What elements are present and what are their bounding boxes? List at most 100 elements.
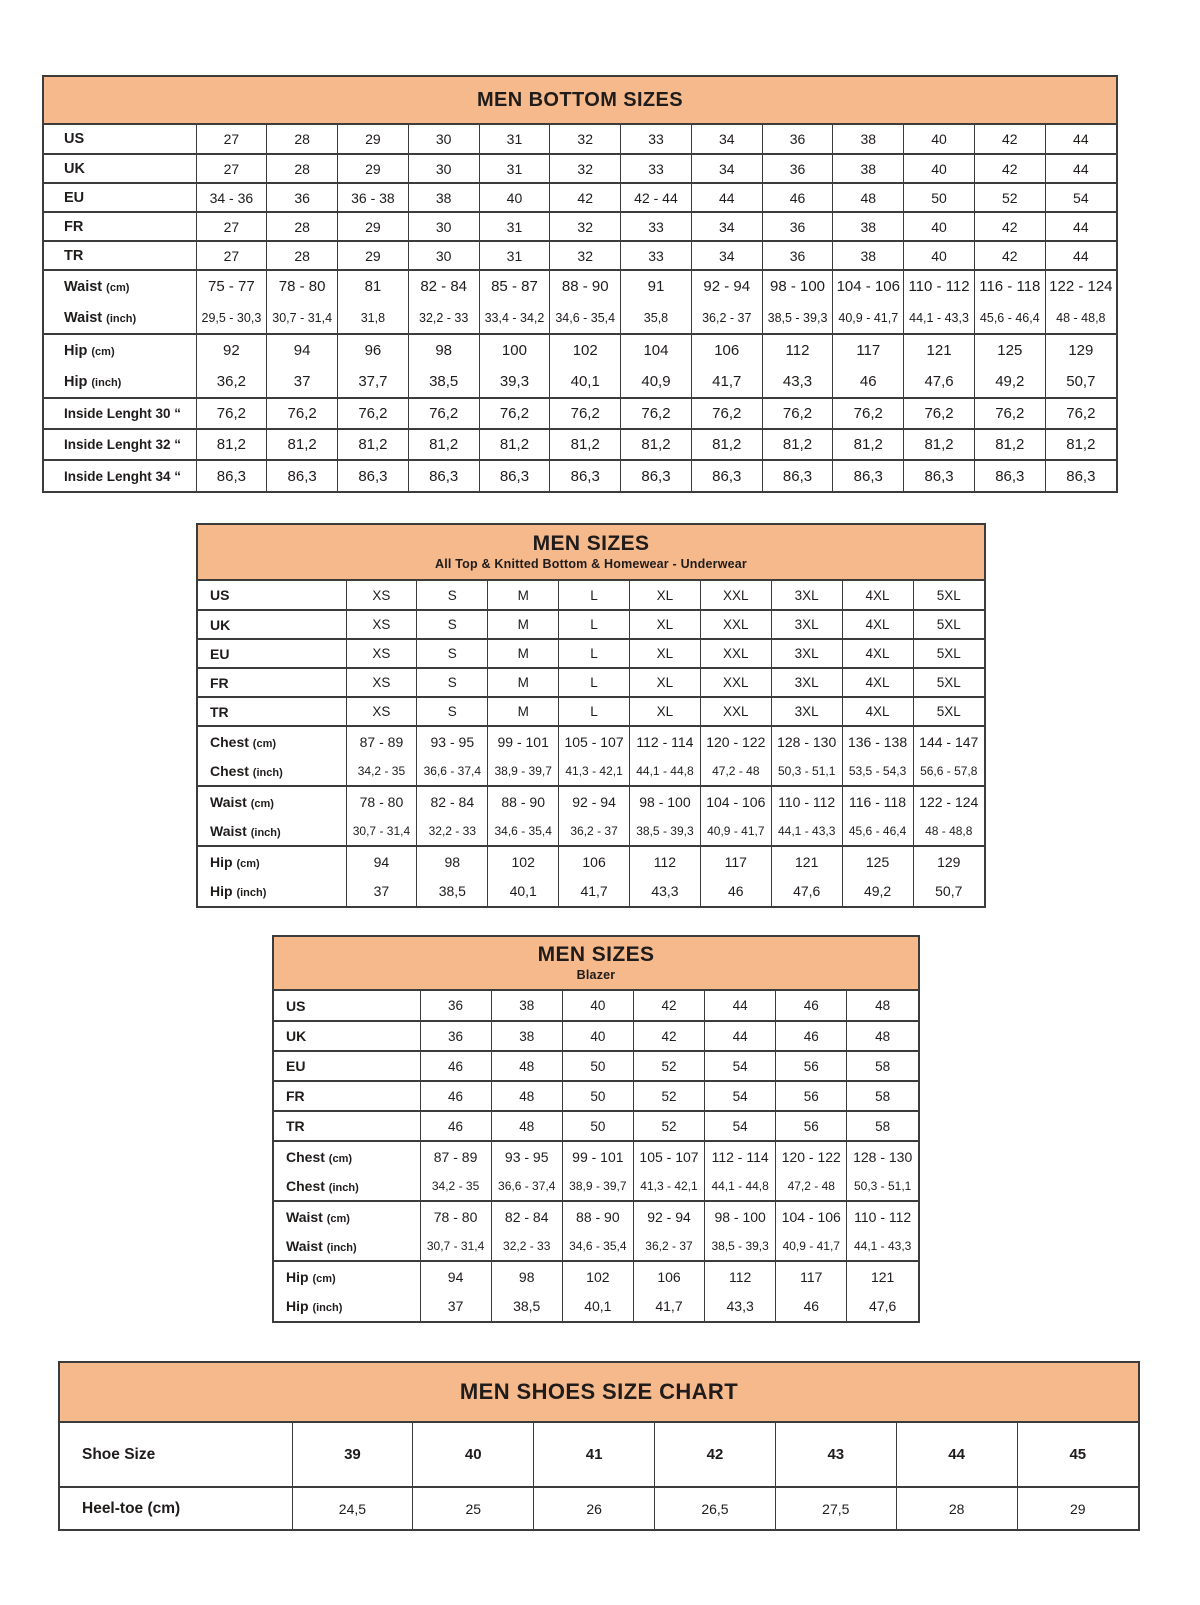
value-cell: 99 - 101 xyxy=(487,726,560,756)
value-cell: 33 xyxy=(620,154,692,184)
value-cell: 54 xyxy=(704,1081,777,1112)
value-cell: 81,2 xyxy=(974,429,1046,461)
value-cell: 41,3 - 42,1 xyxy=(558,756,630,787)
row-label: EU xyxy=(64,189,85,206)
table-subtitle: Blazer xyxy=(576,968,616,982)
row-label-cell: Waist (inch) xyxy=(44,302,197,335)
row-label-cell: Waist (inch) xyxy=(274,1231,421,1262)
value-cell: 50 xyxy=(562,1051,634,1082)
value-cell: 98 - 100 xyxy=(762,270,834,302)
value-cell: 121 xyxy=(870,1268,895,1285)
value-cell: 4XL xyxy=(842,610,914,640)
table-row: Chest (inch) 34,2 - 35 36,6 - 37,4 38,9 - 3… xyxy=(274,1171,918,1202)
value-cell: 94 xyxy=(346,846,418,876)
value-cell: 34,6 - 35,4 xyxy=(549,302,622,335)
value-cell: 76,2 xyxy=(974,398,1046,430)
value-cell: 81,2 xyxy=(903,429,975,461)
row-label: UK xyxy=(286,1028,307,1044)
table-row: Hip (inch) 37 38,5 40,1 41,7 43,3 46 47,6 xyxy=(274,1291,918,1321)
value-cell: 102 xyxy=(487,846,560,876)
value-cell: 45,6 - 46,4 xyxy=(974,302,1046,335)
value-cell: L xyxy=(558,581,630,611)
table-header-band: MEN SIZES All Top & Knitted Bottom & Home… xyxy=(198,525,984,581)
row-label: Waist xyxy=(64,309,103,326)
row-label-cell: FR xyxy=(274,1081,421,1112)
value-cell: 31,8 xyxy=(337,302,409,335)
row-label-cell: US xyxy=(44,125,197,155)
value-cell: 34,2 - 35 xyxy=(420,1171,492,1202)
table-row: Hip (inch) 37 38,5 40,1 41,7 43,3 46 47,6 49,2 50… xyxy=(198,876,984,906)
value-cell: 40,9 - 41,7 xyxy=(775,1231,848,1262)
value-cell: 31 xyxy=(479,241,551,271)
value-cell: 47,2 - 48 xyxy=(700,756,772,787)
value-cell: XS xyxy=(346,610,418,640)
value-cell: 42 xyxy=(974,241,1046,271)
table-row: TR 46 48 50 52 54 56 58 xyxy=(274,1111,918,1142)
value-cell: 38 xyxy=(832,212,905,242)
row-label-cell: Hip (cm) xyxy=(198,846,347,876)
unit-label: (cm) xyxy=(236,857,260,870)
table-title: MEN SIZES xyxy=(532,532,650,555)
table-row: EU XS S M L XL XXL 3XL 4XL 5XL xyxy=(198,639,984,669)
unit-label: (cm) xyxy=(328,1152,353,1165)
value-cell: 76,2 xyxy=(408,398,480,430)
table-row: EU 46 48 50 52 54 56 58 xyxy=(274,1051,918,1082)
value-cell: 31 xyxy=(479,154,551,184)
value-cell: 36 xyxy=(266,183,339,213)
value-cell: 120 - 122 xyxy=(700,726,772,756)
value-cell: 121 xyxy=(771,846,843,876)
value-cell: XXL xyxy=(700,668,772,698)
value-cell: 76,2 xyxy=(762,398,834,430)
row-label: Hip xyxy=(286,1298,309,1314)
value-cell: 4XL xyxy=(842,581,914,611)
row-label: US xyxy=(210,587,230,603)
value-cell: 41,7 xyxy=(691,366,763,399)
value-cell: XL xyxy=(629,668,701,698)
value-cell: 82 - 84 xyxy=(408,270,480,302)
value-cell: 87 - 89 xyxy=(346,726,418,756)
value-cell: 82 - 84 xyxy=(416,786,489,816)
value-cell: 42 xyxy=(974,154,1046,184)
value-cell: 81,2 xyxy=(691,429,763,461)
table-row: Waist (inch) 29,5 - 30,3 30,7 - 31,4 31,8 32… xyxy=(44,302,1116,335)
row-label: Waist xyxy=(210,793,247,810)
value-cell: 46 xyxy=(775,1021,848,1052)
value-cell: 40,1 xyxy=(562,1291,634,1321)
value-cell: 34,2 - 35 xyxy=(346,756,418,787)
value-cell: 33 xyxy=(620,125,692,155)
value-cell: XL xyxy=(629,697,701,727)
unit-label: (inch) xyxy=(250,826,281,839)
row-label-cell: TR xyxy=(274,1111,421,1142)
value-cell: 56 xyxy=(775,1111,848,1142)
value-cell: 76,2 xyxy=(1045,398,1116,430)
value-cell: M xyxy=(487,639,560,669)
value-cell: 86,3 xyxy=(832,460,905,491)
row-label-cell: UK xyxy=(274,1021,421,1052)
value-cell: 50 xyxy=(903,183,975,213)
row-label: Heel-toe (cm) xyxy=(82,1499,181,1517)
value-cell: 25 xyxy=(412,1487,535,1529)
value-cell: 50,7 xyxy=(1045,366,1116,399)
value-cell: 42 xyxy=(549,183,622,213)
value-cell: 81,2 xyxy=(479,429,551,461)
value-cell: 38 xyxy=(408,183,480,213)
value-cell: 36 xyxy=(762,241,834,271)
value-cell: 86,3 xyxy=(691,460,763,491)
value-cell: 88 - 90 xyxy=(549,270,622,302)
row-label: EU xyxy=(210,645,230,662)
value-cell: 98 xyxy=(491,1261,563,1291)
value-cell: 24,5 xyxy=(292,1487,414,1529)
value-cell: 38,5 - 39,3 xyxy=(704,1231,777,1262)
value-cell: 36,6 - 37,4 xyxy=(416,756,489,787)
value-cell: 81,2 xyxy=(1045,429,1116,461)
value-cell: 104 - 106 xyxy=(700,786,772,816)
table-row: TR XS S M L XL XXL 3XL 4XL 5XL xyxy=(198,697,984,727)
value-cell: XXL xyxy=(700,697,772,727)
value-cell: 32,2 - 33 xyxy=(408,302,480,335)
value-cell: 29 xyxy=(337,125,409,155)
value-cell: 27,5 xyxy=(775,1487,897,1529)
value-cell: 104 xyxy=(620,334,692,366)
value-cell: M xyxy=(487,697,560,727)
value-cell: 43,3 xyxy=(629,876,701,906)
table-row: Shoe Size 39 40 41 42 43 44 45 xyxy=(60,1423,1138,1488)
